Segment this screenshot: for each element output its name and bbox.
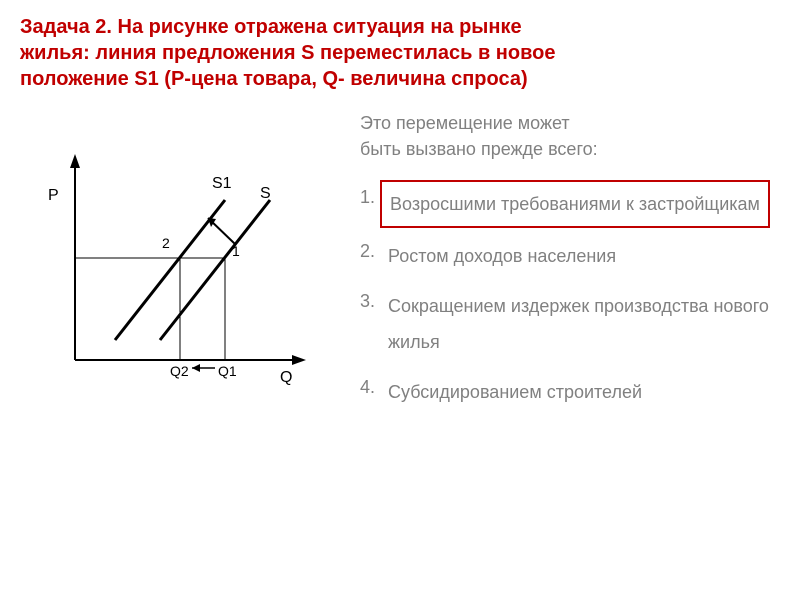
svg-text:Q1: Q1 <box>218 363 237 379</box>
content-row: P Q S S1 Q1 Q2 1 2 Это перемещение может быть в… <box>20 110 780 425</box>
supply-chart: P Q S S1 Q1 Q2 1 2 <box>20 140 320 420</box>
svg-text:2: 2 <box>162 235 170 251</box>
title-line-3: положение S1 (P-цена товара, Q- величина… <box>20 68 528 90</box>
option-row-2: 2.Ростом доходов населения <box>360 234 780 278</box>
chart-container: P Q S S1 Q1 Q2 1 2 <box>20 110 360 425</box>
options-list: 1.Возросшими требованиями к застройщикам… <box>360 180 780 414</box>
svg-text:S: S <box>260 185 271 202</box>
option-number: 4. <box>360 370 380 400</box>
option-row-4: 4.Субсидированием строителей <box>360 370 780 414</box>
option-number: 2. <box>360 234 380 264</box>
option-row-1: 1.Возросшими требованиями к застройщикам <box>360 180 780 228</box>
option-text: Ростом доходов населения <box>380 234 624 278</box>
option-number: 1. <box>360 180 380 210</box>
svg-text:Q: Q <box>280 369 292 386</box>
options-panel: Это перемещение может быть вызвано прежд… <box>360 110 780 420</box>
option-text: Возросшими требованиями к застройщикам <box>380 180 770 228</box>
prompt-text: Это перемещение может быть вызвано прежд… <box>360 110 780 162</box>
option-text: Сокращением издержек производства нового… <box>380 284 780 364</box>
option-number: 3. <box>360 284 380 314</box>
title-line-2: жилья: линия предложения S переместилась… <box>20 42 555 64</box>
svg-text:Q2: Q2 <box>170 363 189 379</box>
svg-text:P: P <box>48 187 59 204</box>
option-row-3: 3.Сокращением издержек производства ново… <box>360 284 780 364</box>
svg-text:S1: S1 <box>212 175 232 192</box>
problem-title: Задача 2. На рисунке отражена ситуация н… <box>20 14 780 92</box>
option-text: Субсидированием строителей <box>380 370 650 414</box>
title-line-1: Задача 2. На рисунке отражена ситуация н… <box>20 16 522 38</box>
prompt-line-1: Это перемещение может <box>360 113 570 133</box>
prompt-line-2: быть вызвано прежде всего: <box>360 139 598 159</box>
svg-text:1: 1 <box>232 243 240 259</box>
